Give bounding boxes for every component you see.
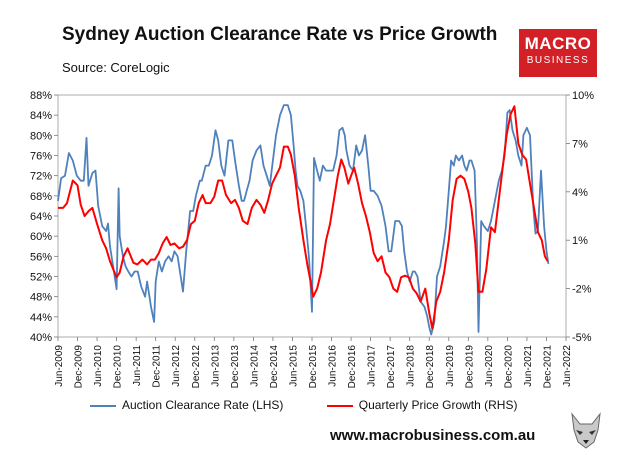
footer-url: www.macrobusiness.com.au — [330, 427, 536, 444]
x-tick-label: Dec-2018 — [425, 345, 436, 389]
x-tick-label: Jun-2013 — [210, 345, 221, 387]
left-tick-label: 48% — [30, 292, 52, 304]
x-tick-label: Jun-2014 — [249, 345, 260, 387]
x-tick-label: Dec-2014 — [269, 345, 280, 389]
x-tick-label: Jun-2021 — [523, 345, 534, 387]
right-tick-label: 7% — [572, 138, 588, 150]
logo-line-2: BUSINESS — [526, 55, 590, 66]
legend-item-clearance-rate: Auction Clearance Rate (LHS) — [90, 398, 283, 412]
x-tick-label: Jun-2016 — [328, 345, 339, 387]
right-tick-label: -2% — [572, 284, 592, 296]
logo-line-1: MACRO — [524, 34, 592, 53]
legend-swatch-blue — [90, 404, 116, 407]
macrobusiness-logo: MACRO BUSINESS — [519, 29, 597, 77]
right-tick-label: 4% — [572, 187, 588, 199]
left-tick-label: 68% — [30, 191, 52, 203]
x-tick-label: Dec-2009 — [74, 345, 85, 389]
x-tick-label: Jun-2018 — [406, 345, 417, 387]
legend-label-clearance-rate: Auction Clearance Rate (LHS) — [122, 398, 284, 412]
x-tick-label: Jun-2020 — [484, 345, 495, 387]
left-tick-label: 44% — [30, 312, 52, 324]
x-tick-label: Jun-2015 — [288, 345, 299, 387]
chart-title: Sydney Auction Clearance Rate vs Price G… — [62, 24, 498, 45]
right-tick-label: 1% — [572, 235, 588, 247]
left-tick-label: 64% — [30, 211, 52, 223]
right-tick-label: -5% — [572, 332, 592, 344]
left-tick-label: 60% — [30, 231, 52, 243]
wolf-mascot-icon — [571, 412, 601, 449]
legend-label-price-growth: Quarterly Price Growth (RHS) — [358, 398, 518, 412]
x-tick-label: Jun-2011 — [132, 345, 143, 386]
left-tick-label: 40% — [30, 332, 52, 344]
x-tick-label: Dec-2013 — [230, 345, 241, 389]
x-tick-label: Jun-2010 — [93, 345, 104, 387]
x-tick-label: Dec-2010 — [113, 345, 124, 389]
x-tick-label: Jun-2019 — [445, 345, 456, 387]
x-tick-label: Dec-2017 — [386, 345, 397, 389]
series-line-price-growth — [58, 105, 549, 330]
legend-swatch-red — [326, 404, 353, 407]
left-tick-label: 88% — [30, 90, 52, 102]
right-tick-label: 10% — [572, 90, 594, 102]
left-tick-label: 52% — [30, 272, 52, 284]
left-tick-label: 84% — [30, 110, 52, 122]
x-tick-label: Jun-2012 — [171, 345, 182, 387]
left-tick-label: 76% — [30, 151, 52, 163]
legend: Auction Clearance Rate (LHS) Quarterly P… — [90, 398, 557, 412]
legend-item-price-growth: Quarterly Price Growth (RHS) — [326, 398, 518, 412]
x-tick-label: Dec-2011 — [152, 345, 163, 388]
x-tick-label: Dec-2012 — [191, 345, 202, 389]
left-tick-label: 80% — [30, 130, 52, 142]
x-tick-label: Jun-2017 — [367, 345, 378, 387]
x-tick-label: Dec-2021 — [542, 345, 553, 389]
x-tick-label: Dec-2019 — [464, 345, 475, 389]
x-tick-label: Dec-2015 — [308, 345, 319, 389]
x-tick-label: Dec-2016 — [347, 345, 358, 389]
x-tick-label: Jun-2009 — [54, 345, 65, 387]
left-tick-label: 72% — [30, 171, 52, 183]
source-label: Source: CoreLogic — [62, 60, 170, 75]
x-tick-label: Dec-2020 — [503, 345, 514, 389]
left-tick-label: 56% — [30, 251, 52, 263]
x-tick-label: Jun-2022 — [562, 345, 573, 387]
series-line-clearance-rate — [57, 104, 550, 336]
